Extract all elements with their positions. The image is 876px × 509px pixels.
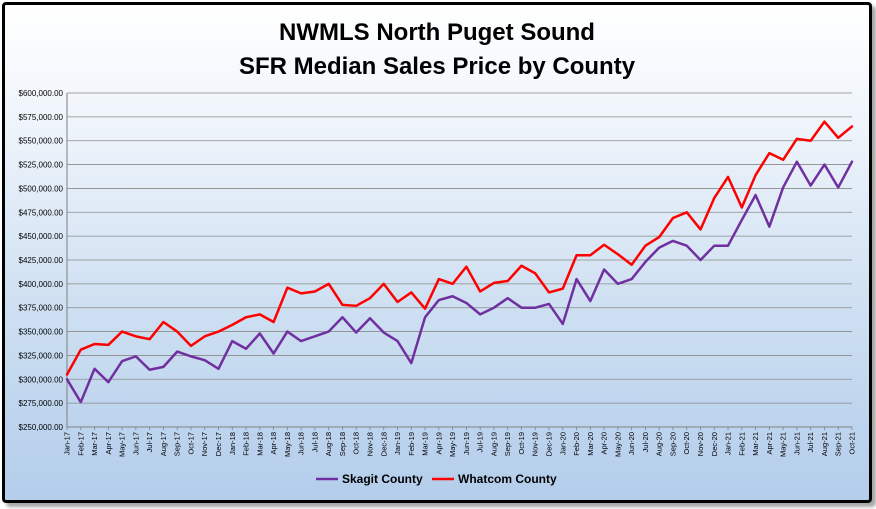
- axes: [66, 93, 853, 430]
- x-tick-label: Jun-17: [131, 432, 140, 455]
- x-tick-label: May-21: [779, 432, 788, 457]
- x-tick-label: Oct-19: [517, 432, 526, 455]
- y-tick-label: $275,000.00: [19, 399, 64, 408]
- y-tick-label: $575,000.00: [19, 113, 64, 122]
- x-tick-label: Feb-19: [407, 432, 416, 456]
- x-tick-label: Jun-20: [627, 432, 636, 455]
- y-tick-label: $525,000.00: [19, 161, 64, 170]
- x-tick-label: Mar-20: [586, 432, 595, 456]
- y-tick-label: $325,000.00: [19, 351, 64, 360]
- y-tick-label: $475,000.00: [19, 208, 64, 217]
- y-tick-label: $375,000.00: [19, 304, 64, 313]
- x-tick-label: Apr-20: [600, 432, 609, 455]
- x-tick-label: Mar-19: [421, 432, 430, 456]
- x-tick-label: Apr-21: [765, 432, 774, 455]
- x-tick-label: Jul-17: [145, 432, 154, 452]
- x-tick-label: Aug-19: [489, 432, 498, 456]
- x-tick-label: Apr-17: [104, 432, 113, 455]
- x-tick-label: Jan-17: [63, 432, 72, 455]
- series-lines: [65, 120, 854, 404]
- x-tick-label: Oct-21: [848, 432, 857, 455]
- x-tick-label: Sep-20: [668, 432, 677, 456]
- x-tick-label: May-17: [118, 432, 127, 457]
- x-tick-label: Nov-20: [696, 432, 705, 456]
- x-tick-label: Mar-17: [90, 432, 99, 456]
- x-tick-label: Sep-18: [338, 432, 347, 456]
- x-tick-label: Jul-21: [806, 432, 815, 452]
- x-tick-label: Feb-21: [737, 432, 746, 456]
- x-tick-label: Nov-17: [200, 432, 209, 456]
- x-tick-label: Jun-18: [297, 432, 306, 455]
- x-tick-label: Dec-19: [545, 432, 554, 456]
- x-tick-label: Nov-19: [531, 432, 540, 456]
- y-tick-label: $400,000.00: [19, 280, 64, 289]
- x-tick-label: Feb-17: [76, 432, 85, 456]
- x-tick-label: Jan-20: [558, 432, 567, 455]
- x-tick-label: Aug-21: [820, 432, 829, 456]
- legend-label: Skagit County: [342, 472, 423, 486]
- series-line-whatcom: [65, 120, 854, 376]
- y-tick-label: $300,000.00: [19, 375, 64, 384]
- chart-title-line-2: SFR Median Sales Price by County: [239, 53, 636, 80]
- y-tick-label: $600,000.00: [19, 89, 64, 98]
- x-tick-label: Jan-21: [724, 432, 733, 455]
- chart-title: NWMLS North Puget Sound SFR Median Sales…: [239, 19, 636, 80]
- gridlines: [67, 92, 852, 428]
- x-tick-label: Apr-18: [269, 432, 278, 455]
- y-tick-label: $250,000.00: [19, 423, 64, 432]
- series-line-skagit: [65, 160, 854, 404]
- x-tick-label: Jun-21: [792, 432, 801, 455]
- y-tick-label: $450,000.00: [19, 232, 64, 241]
- x-tick-label: Feb-18: [242, 432, 251, 456]
- x-tick-label: Jul-18: [310, 432, 319, 452]
- y-tick-label: $500,000.00: [19, 184, 64, 193]
- y-tick-label: $550,000.00: [19, 137, 64, 146]
- x-tick-label: Dec-20: [710, 432, 719, 456]
- x-tick-label: Sep-21: [834, 432, 843, 456]
- x-tick-label: Sep-19: [503, 432, 512, 456]
- x-tick-label: Dec-18: [379, 432, 388, 456]
- x-tick-label: Feb-20: [572, 432, 581, 456]
- legend-item-whatcom: Whatcom County: [432, 472, 557, 486]
- x-tick-label: Aug-20: [655, 432, 664, 456]
- x-tick-label: Mar-21: [751, 432, 760, 456]
- x-tick-label: Jan-18: [228, 432, 237, 455]
- x-tick-label: Aug-18: [324, 432, 333, 456]
- x-axis-tick-labels: Jan-17 Feb-17 Mar-17 Apr-17 May-17 Jun-17 Jul-…: [63, 432, 857, 457]
- x-tick-label: Sep-17: [173, 432, 182, 456]
- x-tick-label: Nov-18: [365, 432, 374, 456]
- legend-item-skagit: Skagit County: [316, 472, 423, 486]
- x-tick-label: Jul-20: [641, 432, 650, 452]
- x-tick-label: Apr-19: [434, 432, 443, 455]
- y-tick-label: $350,000.00: [19, 328, 64, 337]
- x-tick-label: Mar-18: [255, 432, 264, 456]
- x-tick-label: May-20: [613, 432, 622, 457]
- y-axis-tick-labels: $250,000.00 $275,000.00 $300,000.00 $325,00…: [19, 89, 64, 432]
- x-tick-label: Jul-19: [476, 432, 485, 452]
- y-tick-label: $425,000.00: [19, 256, 64, 265]
- x-tick-label: Dec-17: [214, 432, 223, 456]
- legend: Skagit County Whatcom County: [316, 472, 557, 486]
- x-tick-label: Jun-19: [462, 432, 471, 455]
- x-tick-label: Jan-19: [393, 432, 402, 455]
- x-tick-label: Aug-17: [159, 432, 168, 456]
- x-tick-label: May-18: [283, 432, 292, 457]
- x-tick-label: Oct-20: [682, 432, 691, 455]
- x-tick-label: Oct-17: [186, 432, 195, 455]
- chart-title-line-1: NWMLS North Puget Sound: [279, 19, 595, 46]
- chart-frame: [2, 2, 872, 503]
- x-tick-label: Oct-18: [352, 432, 361, 455]
- legend-label: Whatcom County: [458, 472, 557, 486]
- x-tick-label: May-19: [448, 432, 457, 457]
